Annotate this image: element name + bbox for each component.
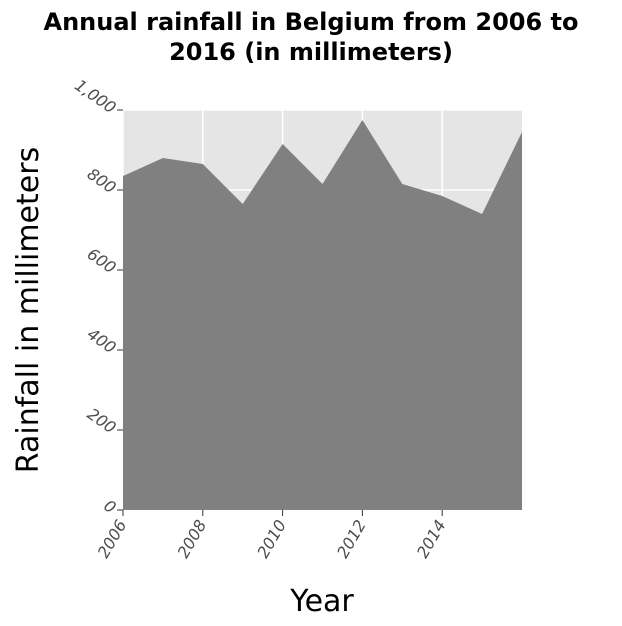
y-tick-label: 800	[84, 164, 120, 197]
x-tick-label: 2014	[413, 517, 450, 562]
chart-title-line-1: Annual rainfall in Belgium from 2006 to	[44, 8, 579, 36]
x-axis-label: Year	[289, 584, 354, 619]
chart-title-line-2: 2016 (in millimeters)	[169, 38, 453, 66]
x-tick-label: 2006	[94, 517, 131, 562]
y-tick-label: 200	[84, 404, 120, 437]
y-tick-label: 0	[100, 496, 119, 517]
y-tick-label: 600	[84, 244, 120, 277]
x-tick-label: 2010	[253, 517, 290, 562]
y-tick-label: 1,000	[71, 75, 119, 117]
y-axis-ticks: 0 200 400 600 800 1,000	[71, 75, 123, 517]
x-tick-label: 2008	[173, 517, 210, 562]
y-axis-label: Rainfall in millimeters	[11, 147, 46, 473]
x-tick-label: 2012	[333, 517, 370, 562]
x-axis-ticks: 2006 2008 2010 2012 2014	[94, 510, 450, 561]
y-tick-label: 400	[84, 324, 120, 357]
rainfall-area	[123, 120, 522, 510]
